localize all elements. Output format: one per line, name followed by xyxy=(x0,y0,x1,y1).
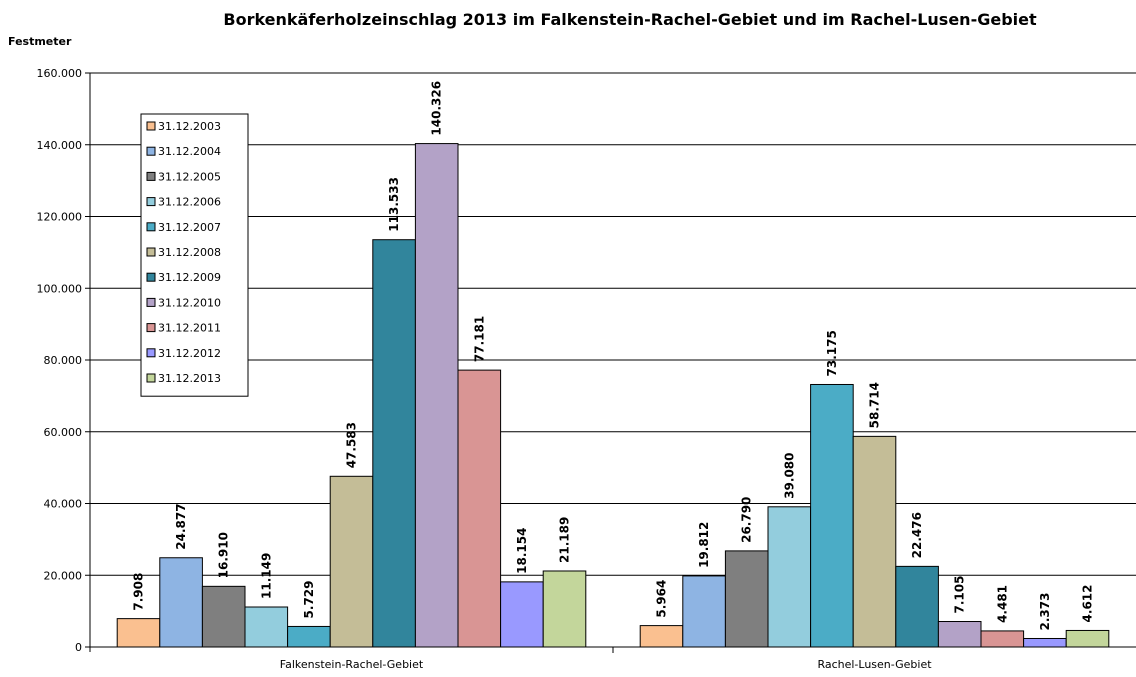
x-tick-label: Rachel-Lusen-Gebiet xyxy=(817,658,932,671)
bar xyxy=(938,622,981,647)
bar xyxy=(458,370,501,647)
data-label: 113.533 xyxy=(387,177,401,232)
bar xyxy=(501,582,544,647)
bar xyxy=(896,566,939,647)
legend-label: 31.12.2005 xyxy=(158,170,221,183)
legend-swatch xyxy=(147,374,155,382)
bar xyxy=(1066,630,1109,647)
data-label: 7.105 xyxy=(953,576,967,614)
bar xyxy=(330,476,373,647)
data-label: 5.964 xyxy=(655,580,669,618)
bar xyxy=(683,576,726,647)
data-label: 18.154 xyxy=(515,528,529,574)
legend-label: 31.12.2006 xyxy=(158,196,221,209)
legend-swatch xyxy=(147,223,155,231)
legend-label: 31.12.2011 xyxy=(158,322,221,335)
legend-swatch xyxy=(147,298,155,306)
data-label: 21.189 xyxy=(558,517,572,563)
y-tick-label: 100.000 xyxy=(37,282,83,295)
legend-label: 31.12.2009 xyxy=(158,271,221,284)
data-label: 77.181 xyxy=(472,316,486,362)
bar xyxy=(640,626,683,647)
bar xyxy=(811,384,854,647)
legend-label: 31.12.2013 xyxy=(158,372,221,385)
chart-title: Borkenkäferholzeinschlag 2013 im Falkens… xyxy=(223,10,1037,29)
legend-swatch xyxy=(147,172,155,180)
legend-label: 31.12.2010 xyxy=(158,296,221,309)
data-label: 5.729 xyxy=(302,580,316,618)
bar xyxy=(373,240,416,647)
legend-swatch xyxy=(147,248,155,256)
bar xyxy=(853,436,896,647)
bar xyxy=(415,144,458,647)
data-label: 140.326 xyxy=(430,81,444,136)
bar xyxy=(117,619,160,647)
legend-swatch xyxy=(147,273,155,281)
x-tick-label: Falkenstein-Rachel-Gebiet xyxy=(280,658,424,671)
data-label: 73.175 xyxy=(825,330,839,376)
bar xyxy=(768,507,811,647)
bar xyxy=(288,626,331,647)
data-label: 19.812 xyxy=(697,522,711,568)
y-tick-label: 20.000 xyxy=(44,569,83,582)
legend-label: 31.12.2003 xyxy=(158,120,221,133)
y-tick-label: 40.000 xyxy=(44,498,83,511)
data-label: 4.612 xyxy=(1081,584,1095,622)
legend-label: 31.12.2007 xyxy=(158,221,221,234)
legend-swatch xyxy=(147,349,155,357)
data-label: 47.583 xyxy=(345,422,359,468)
legend: 31.12.2003 31.12.2004 31.12.2005 31.12.2006… xyxy=(141,114,248,396)
bar xyxy=(245,607,288,647)
legend-swatch xyxy=(147,198,155,206)
y-tick-label: 120.000 xyxy=(37,211,83,224)
bar xyxy=(981,631,1024,647)
y-tick-label: 140.000 xyxy=(37,139,83,152)
data-label: 11.149 xyxy=(259,553,273,599)
legend-label: 31.12.2008 xyxy=(158,246,221,259)
data-label: 22.476 xyxy=(910,512,924,558)
data-label: 58.714 xyxy=(868,382,882,428)
data-label: 26.790 xyxy=(740,497,754,543)
data-label: 39.080 xyxy=(782,452,796,498)
legend-swatch xyxy=(147,324,155,332)
data-label: 16.910 xyxy=(217,532,231,578)
y-tick-label: 0 xyxy=(75,641,82,654)
legend-label: 31.12.2012 xyxy=(158,347,221,360)
data-label: 7.908 xyxy=(132,573,146,611)
y-tick-label: 60.000 xyxy=(44,426,83,439)
bar xyxy=(202,586,245,647)
y-axis-label: Festmeter xyxy=(8,35,72,48)
bars: 7.908 24.877 16.910 11.149 5.729 47.583 113.53… xyxy=(117,81,1109,647)
legend-swatch xyxy=(147,122,155,130)
data-label: 4.481 xyxy=(995,585,1009,623)
bar xyxy=(725,551,768,647)
y-tick-label: 80.000 xyxy=(44,354,83,367)
bar xyxy=(160,558,203,647)
y-tick-label: 160.000 xyxy=(37,67,83,80)
bar xyxy=(543,571,586,647)
data-label: 24.877 xyxy=(174,503,188,549)
legend-swatch xyxy=(147,147,155,155)
legend-label: 31.12.2004 xyxy=(158,145,221,158)
bar xyxy=(1024,638,1067,647)
data-label: 2.373 xyxy=(1038,593,1052,631)
